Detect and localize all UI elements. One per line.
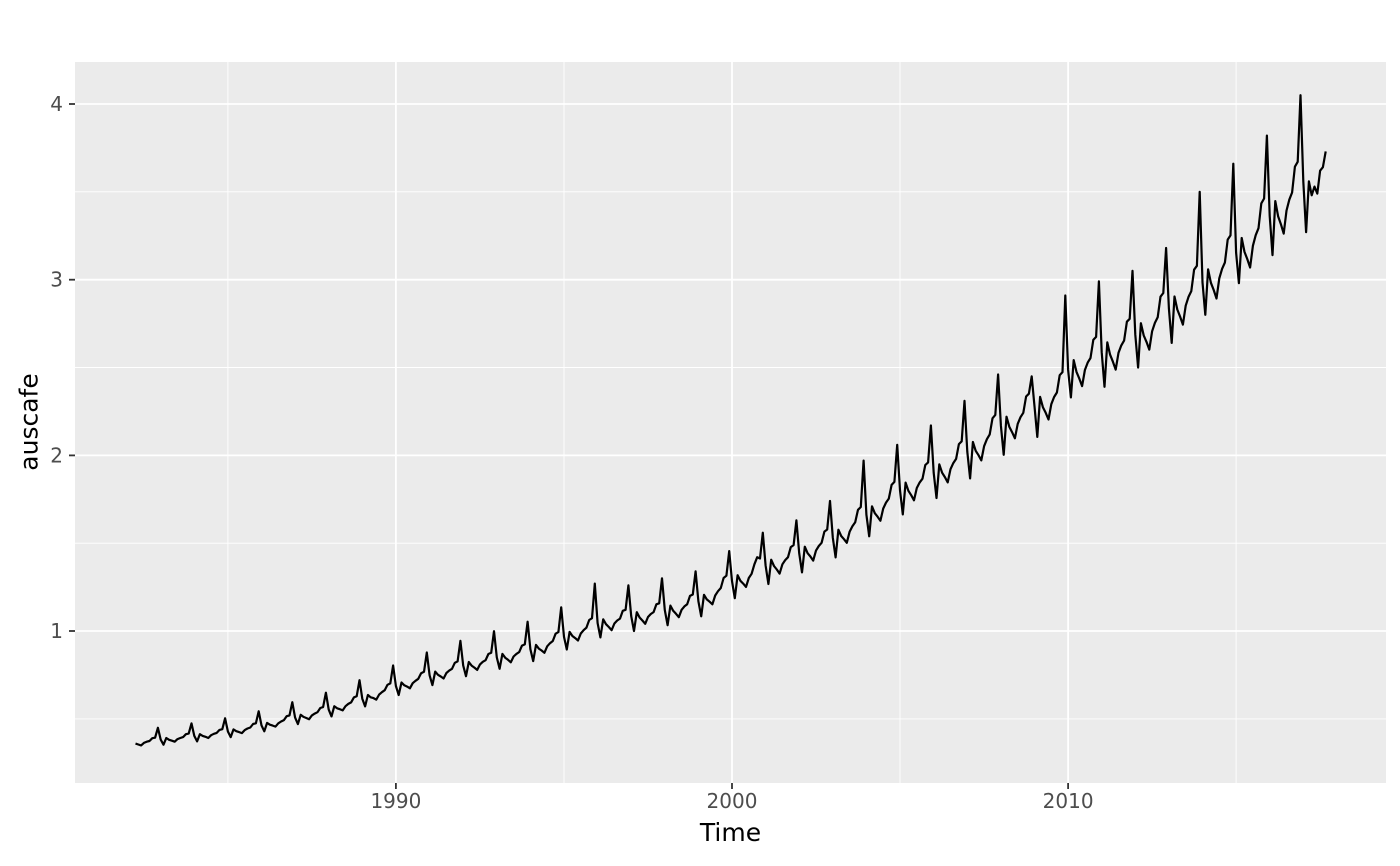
auscafe-series-line bbox=[135, 94, 1327, 747]
minor-gridlines bbox=[75, 62, 1386, 783]
x-axis-tick-labels: 1990 2000 2010 bbox=[370, 789, 1093, 813]
plot-panel bbox=[75, 62, 1386, 783]
y-axis-title: auscafe bbox=[14, 373, 44, 471]
x-axis-title: Time bbox=[699, 818, 762, 847]
y-axis-tick-labels: 1 2 3 4 bbox=[50, 92, 63, 643]
x-tick-label: 2010 bbox=[1043, 789, 1094, 813]
y-tick-label: 3 bbox=[50, 268, 63, 292]
x-tick-label: 1990 bbox=[370, 789, 421, 813]
y-tick-label: 4 bbox=[50, 92, 63, 116]
major-gridlines bbox=[75, 62, 1386, 783]
axis-tick-marks bbox=[69, 103, 1069, 789]
x-tick-label: 2000 bbox=[707, 789, 758, 813]
y-tick-label: 1 bbox=[50, 619, 63, 643]
y-tick-label: 2 bbox=[50, 443, 63, 467]
